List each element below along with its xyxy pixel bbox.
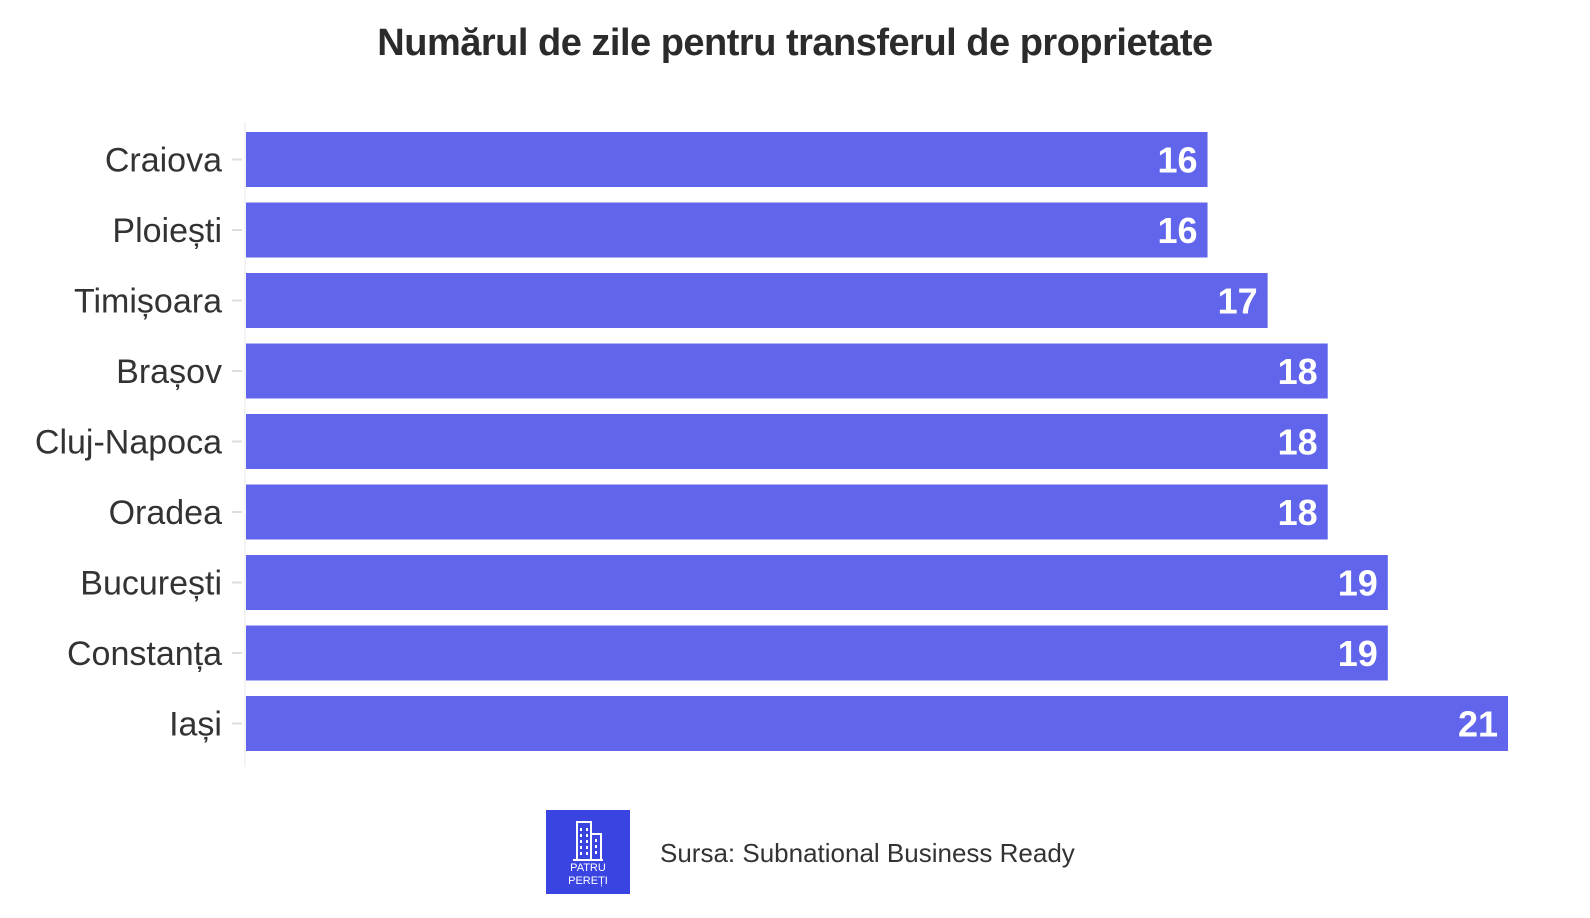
bar-5 — [246, 484, 1328, 540]
category-label-7: Constanța — [67, 635, 222, 673]
bar-chart: Craiova 16 Ploiești 16 Timișoara 17 Brașov 18 Cl… — [35, 122, 1508, 767]
category-label-4: Cluj-Napoca — [35, 424, 222, 462]
value-label-2: 17 — [1218, 281, 1258, 322]
value-label-8: 21 — [1458, 704, 1498, 745]
category-label-5: Oradea — [109, 494, 222, 532]
bar-1 — [246, 202, 1208, 258]
value-label-3: 18 — [1278, 351, 1318, 392]
value-label-4: 18 — [1278, 422, 1318, 463]
category-label-6: București — [80, 565, 222, 603]
building-icon — [573, 821, 603, 861]
bar-0 — [246, 132, 1208, 187]
value-label-7: 19 — [1338, 633, 1378, 674]
category-label-8: Iași — [169, 706, 222, 744]
value-label-1: 16 — [1157, 210, 1197, 251]
bar-2 — [246, 273, 1268, 328]
bar-4 — [246, 414, 1328, 469]
patru-pereti-logo: PATRU PEREȚI — [546, 810, 630, 894]
bar-7 — [246, 625, 1388, 681]
value-label-0: 16 — [1157, 140, 1197, 181]
value-label-6: 19 — [1338, 563, 1378, 604]
source-note: Sursa: Subnational Business Ready — [660, 838, 1075, 868]
value-label-5: 18 — [1278, 492, 1318, 533]
bars-group: Craiova 16 Ploiești 16 Timișoara 17 Brașov 18 Cl… — [35, 132, 1508, 751]
category-label-0: Craiova — [105, 142, 222, 180]
logo-text-line2: PEREȚI — [568, 875, 608, 887]
chart-title: Numărul de zile pentru transferul de pro… — [377, 22, 1213, 64]
bar-8 — [246, 696, 1508, 751]
bar-3 — [246, 343, 1328, 399]
category-label-1: Ploiești — [112, 212, 222, 250]
category-label-2: Timișoara — [74, 283, 222, 321]
category-label-3: Brașov — [116, 353, 222, 391]
logo-text-line1: PATRU — [570, 862, 606, 874]
bar-6 — [246, 555, 1388, 610]
